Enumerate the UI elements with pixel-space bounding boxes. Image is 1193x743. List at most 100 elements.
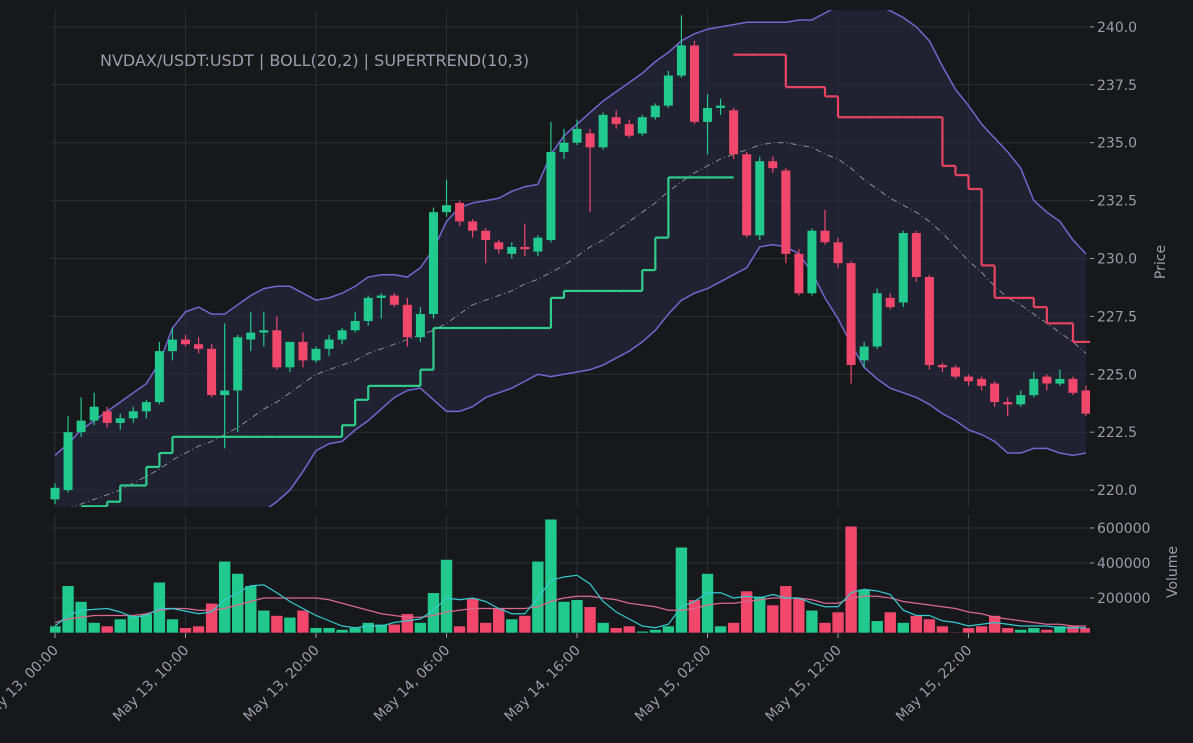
volume-bar <box>244 585 258 633</box>
candle-body <box>402 304 412 338</box>
volume-bar <box>870 620 884 633</box>
candle-body <box>964 376 974 382</box>
volume-bar <box>962 627 975 633</box>
candle-body <box>663 75 673 106</box>
candle-body <box>859 346 869 361</box>
candle-body <box>1068 378 1078 393</box>
volume-bar <box>374 623 388 633</box>
volume-bar <box>270 615 284 633</box>
candle-body <box>755 161 765 236</box>
volume-bar <box>348 627 362 633</box>
candle-body <box>990 383 1000 403</box>
volume-bar <box>518 615 532 633</box>
volume-bar <box>662 625 675 633</box>
candle-body <box>507 246 517 254</box>
y-tick-label: 230.0 <box>1097 252 1137 268</box>
volume-bar <box>192 625 205 633</box>
volume-ma-fast <box>54 574 1086 629</box>
y-axis-label: Price <box>1153 245 1169 279</box>
volume-panel <box>50 518 1090 633</box>
volume-bar <box>701 573 714 633</box>
volume-bar <box>753 595 767 633</box>
volume-bar <box>831 611 845 633</box>
volume-bar <box>949 631 962 633</box>
volume-bar <box>100 625 114 633</box>
candle-body <box>611 117 621 125</box>
y-tick-label: 220.0 <box>1097 483 1137 499</box>
volume-bar <box>257 609 271 633</box>
volume-bar <box>988 615 1001 633</box>
candle-body <box>794 253 804 294</box>
candle-body <box>833 242 843 264</box>
candle-body <box>141 402 151 412</box>
candle-body <box>624 124 634 136</box>
candle-body <box>89 406 99 421</box>
candle-body <box>1029 378 1039 396</box>
volume-bar <box>896 622 910 633</box>
candle-body <box>246 332 256 340</box>
candle-body <box>63 432 73 491</box>
y-tick-label: 222.5 <box>1097 425 1137 441</box>
candle-body <box>259 330 269 333</box>
volume-bar <box>1027 627 1041 633</box>
candle-body <box>572 128 582 143</box>
volume-bar <box>649 629 662 633</box>
candle-body <box>950 367 960 377</box>
volume-bar <box>427 592 440 633</box>
volume-bar <box>166 618 179 633</box>
volume-bar <box>923 618 936 633</box>
candle-body <box>637 117 647 134</box>
volume-bar <box>322 627 336 633</box>
volume-bar <box>544 518 558 633</box>
y-tick-label: 200000 <box>1097 591 1150 607</box>
band-fill <box>55 10 1086 507</box>
candle-body <box>650 105 660 118</box>
volume-bar <box>635 630 649 633</box>
volume-bar <box>401 613 414 633</box>
candle-body <box>128 411 138 419</box>
volume-bar <box>50 625 62 633</box>
chart-title: NVDAX/USDT:USDT | BOLL(20,2) | SUPERTREN… <box>100 51 529 70</box>
volume-bar <box>61 585 75 633</box>
candle-body <box>716 105 726 108</box>
candle-body <box>977 378 987 386</box>
candle-body <box>924 277 934 366</box>
y-tick-label: 227.5 <box>1097 309 1137 325</box>
candle-body <box>207 348 217 396</box>
volume-axis-label: Volume <box>1165 546 1181 598</box>
volume-bar <box>596 622 610 633</box>
volume-bar <box>1040 629 1054 633</box>
candle-body <box>220 390 230 396</box>
volume-bar <box>622 625 636 633</box>
y-tick-label: 400000 <box>1097 556 1150 572</box>
volume-bar <box>453 625 466 633</box>
candle-body <box>324 339 334 349</box>
candle-body <box>1003 402 1013 405</box>
candle-body <box>1016 395 1026 405</box>
volume-bar <box>113 618 127 633</box>
candle-body <box>298 341 308 361</box>
y-tick-label: 235.0 <box>1097 136 1137 152</box>
volume-bar <box>466 597 479 633</box>
volume-bar <box>335 629 349 633</box>
candle-body <box>415 314 425 338</box>
candle-body <box>233 337 243 391</box>
volume-bar <box>675 546 688 633</box>
volume-bar <box>179 627 192 633</box>
candle-body <box>520 246 530 250</box>
volume-bar <box>818 622 832 633</box>
volume-ma-slow <box>54 595 1086 627</box>
candle-body <box>937 365 947 368</box>
volume-bar <box>1014 629 1028 633</box>
candle-body <box>428 212 438 315</box>
candle-body <box>494 242 504 250</box>
candle-body <box>729 110 739 155</box>
volume-bar <box>936 625 949 633</box>
candle-body <box>167 339 177 352</box>
band-lower <box>268 243 1087 507</box>
volume-bar <box>231 573 245 633</box>
candle-body <box>455 202 465 222</box>
price-panel <box>50 10 1090 507</box>
candle-body <box>154 351 164 403</box>
y-tick-label: 232.5 <box>1097 194 1137 210</box>
